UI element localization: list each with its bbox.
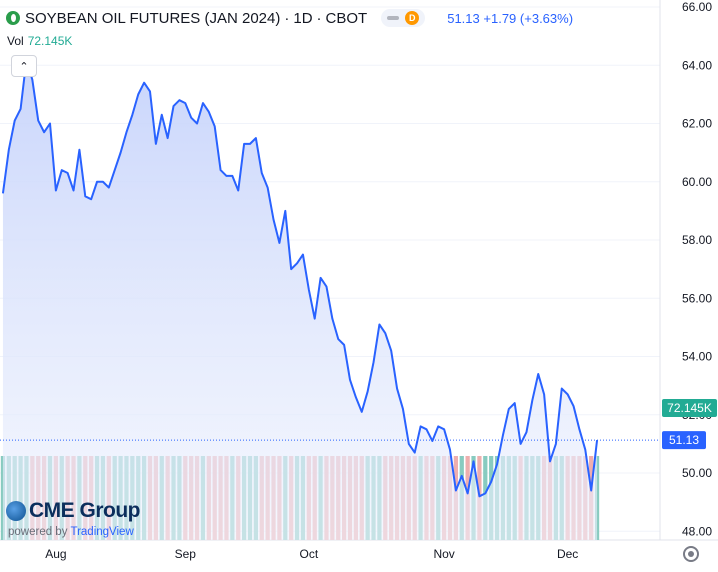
cme-group-logo[interactable]: CME Group powered by TradingView — [6, 499, 156, 541]
price-tick-label: 58.00 — [682, 233, 712, 247]
time-tick-label: Sep — [175, 547, 197, 561]
globe-icon — [6, 501, 26, 521]
volume-axis-label: 72.145K — [667, 401, 712, 415]
exchange-label: CBOT — [325, 9, 368, 27]
price-tick-label: 66.00 — [682, 0, 712, 14]
last-price-axis-label: 51.13 — [669, 433, 699, 447]
delayed-data-badge[interactable]: D — [405, 11, 420, 25]
logo-text: CME Group — [29, 499, 141, 522]
tradingview-brand: TradingView — [70, 526, 134, 538]
separator: · — [284, 9, 290, 27]
volume-label: Vol — [7, 34, 24, 48]
price-tick-label: 62.00 — [682, 117, 712, 131]
price-tick-label: 50.00 — [682, 466, 712, 480]
last-price: 51.13 — [447, 10, 480, 26]
volume-value: 72.145K — [27, 34, 73, 48]
price-tick-label: 54.00 — [682, 350, 712, 364]
time-tick-label: Dec — [557, 547, 578, 561]
price-change: +1.79 — [483, 10, 517, 26]
time-axis: Aug Sep Oct Nov Dec — [45, 547, 578, 561]
powered-by-text: powered by TradingView — [8, 526, 134, 538]
price-tick-label: 64.00 — [682, 58, 712, 72]
volume-legend: Vol 72.145K — [7, 34, 72, 48]
price-line — [1, 58, 599, 498]
interval-label[interactable]: 1D — [293, 9, 313, 27]
price-tick-label: 60.00 — [682, 175, 712, 189]
symbol-title: SOYBEAN OIL FUTURES (JAN 2024) — [25, 9, 281, 27]
axis-markers: 72.145K 51.13 — [662, 399, 717, 450]
price-tick-label: 56.00 — [682, 291, 712, 305]
soybean-leaf-icon — [6, 11, 20, 25]
price-axis: 48.0050.0052.0054.0056.0058.0060.0062.00… — [682, 0, 712, 538]
last-price-badge — [662, 431, 706, 450]
volume-axis-badge — [662, 399, 717, 417]
chart-header: SOYBEAN OIL FUTURES (JAN 2024) · 1D · CB… — [0, 0, 660, 60]
collapse-legend-button[interactable]: ⌃ — [11, 55, 37, 77]
market-closed-icon — [387, 16, 400, 20]
time-tick-label: Aug — [45, 547, 66, 561]
price-change-percent: (+3.63%) — [519, 10, 574, 26]
price-tick-label: 48.00 — [682, 524, 712, 538]
time-tick-label: Nov — [433, 547, 454, 561]
separator: · — [316, 9, 322, 27]
gear-icon[interactable] — [683, 546, 699, 562]
market-status-pill[interactable]: D — [381, 9, 426, 27]
price-quote: 51.13 +1.79 (+3.63%) — [447, 11, 573, 26]
time-tick-label: Oct — [299, 547, 318, 561]
chevron-up-icon: ⌃ — [19, 60, 29, 73]
price-area — [2, 59, 598, 541]
